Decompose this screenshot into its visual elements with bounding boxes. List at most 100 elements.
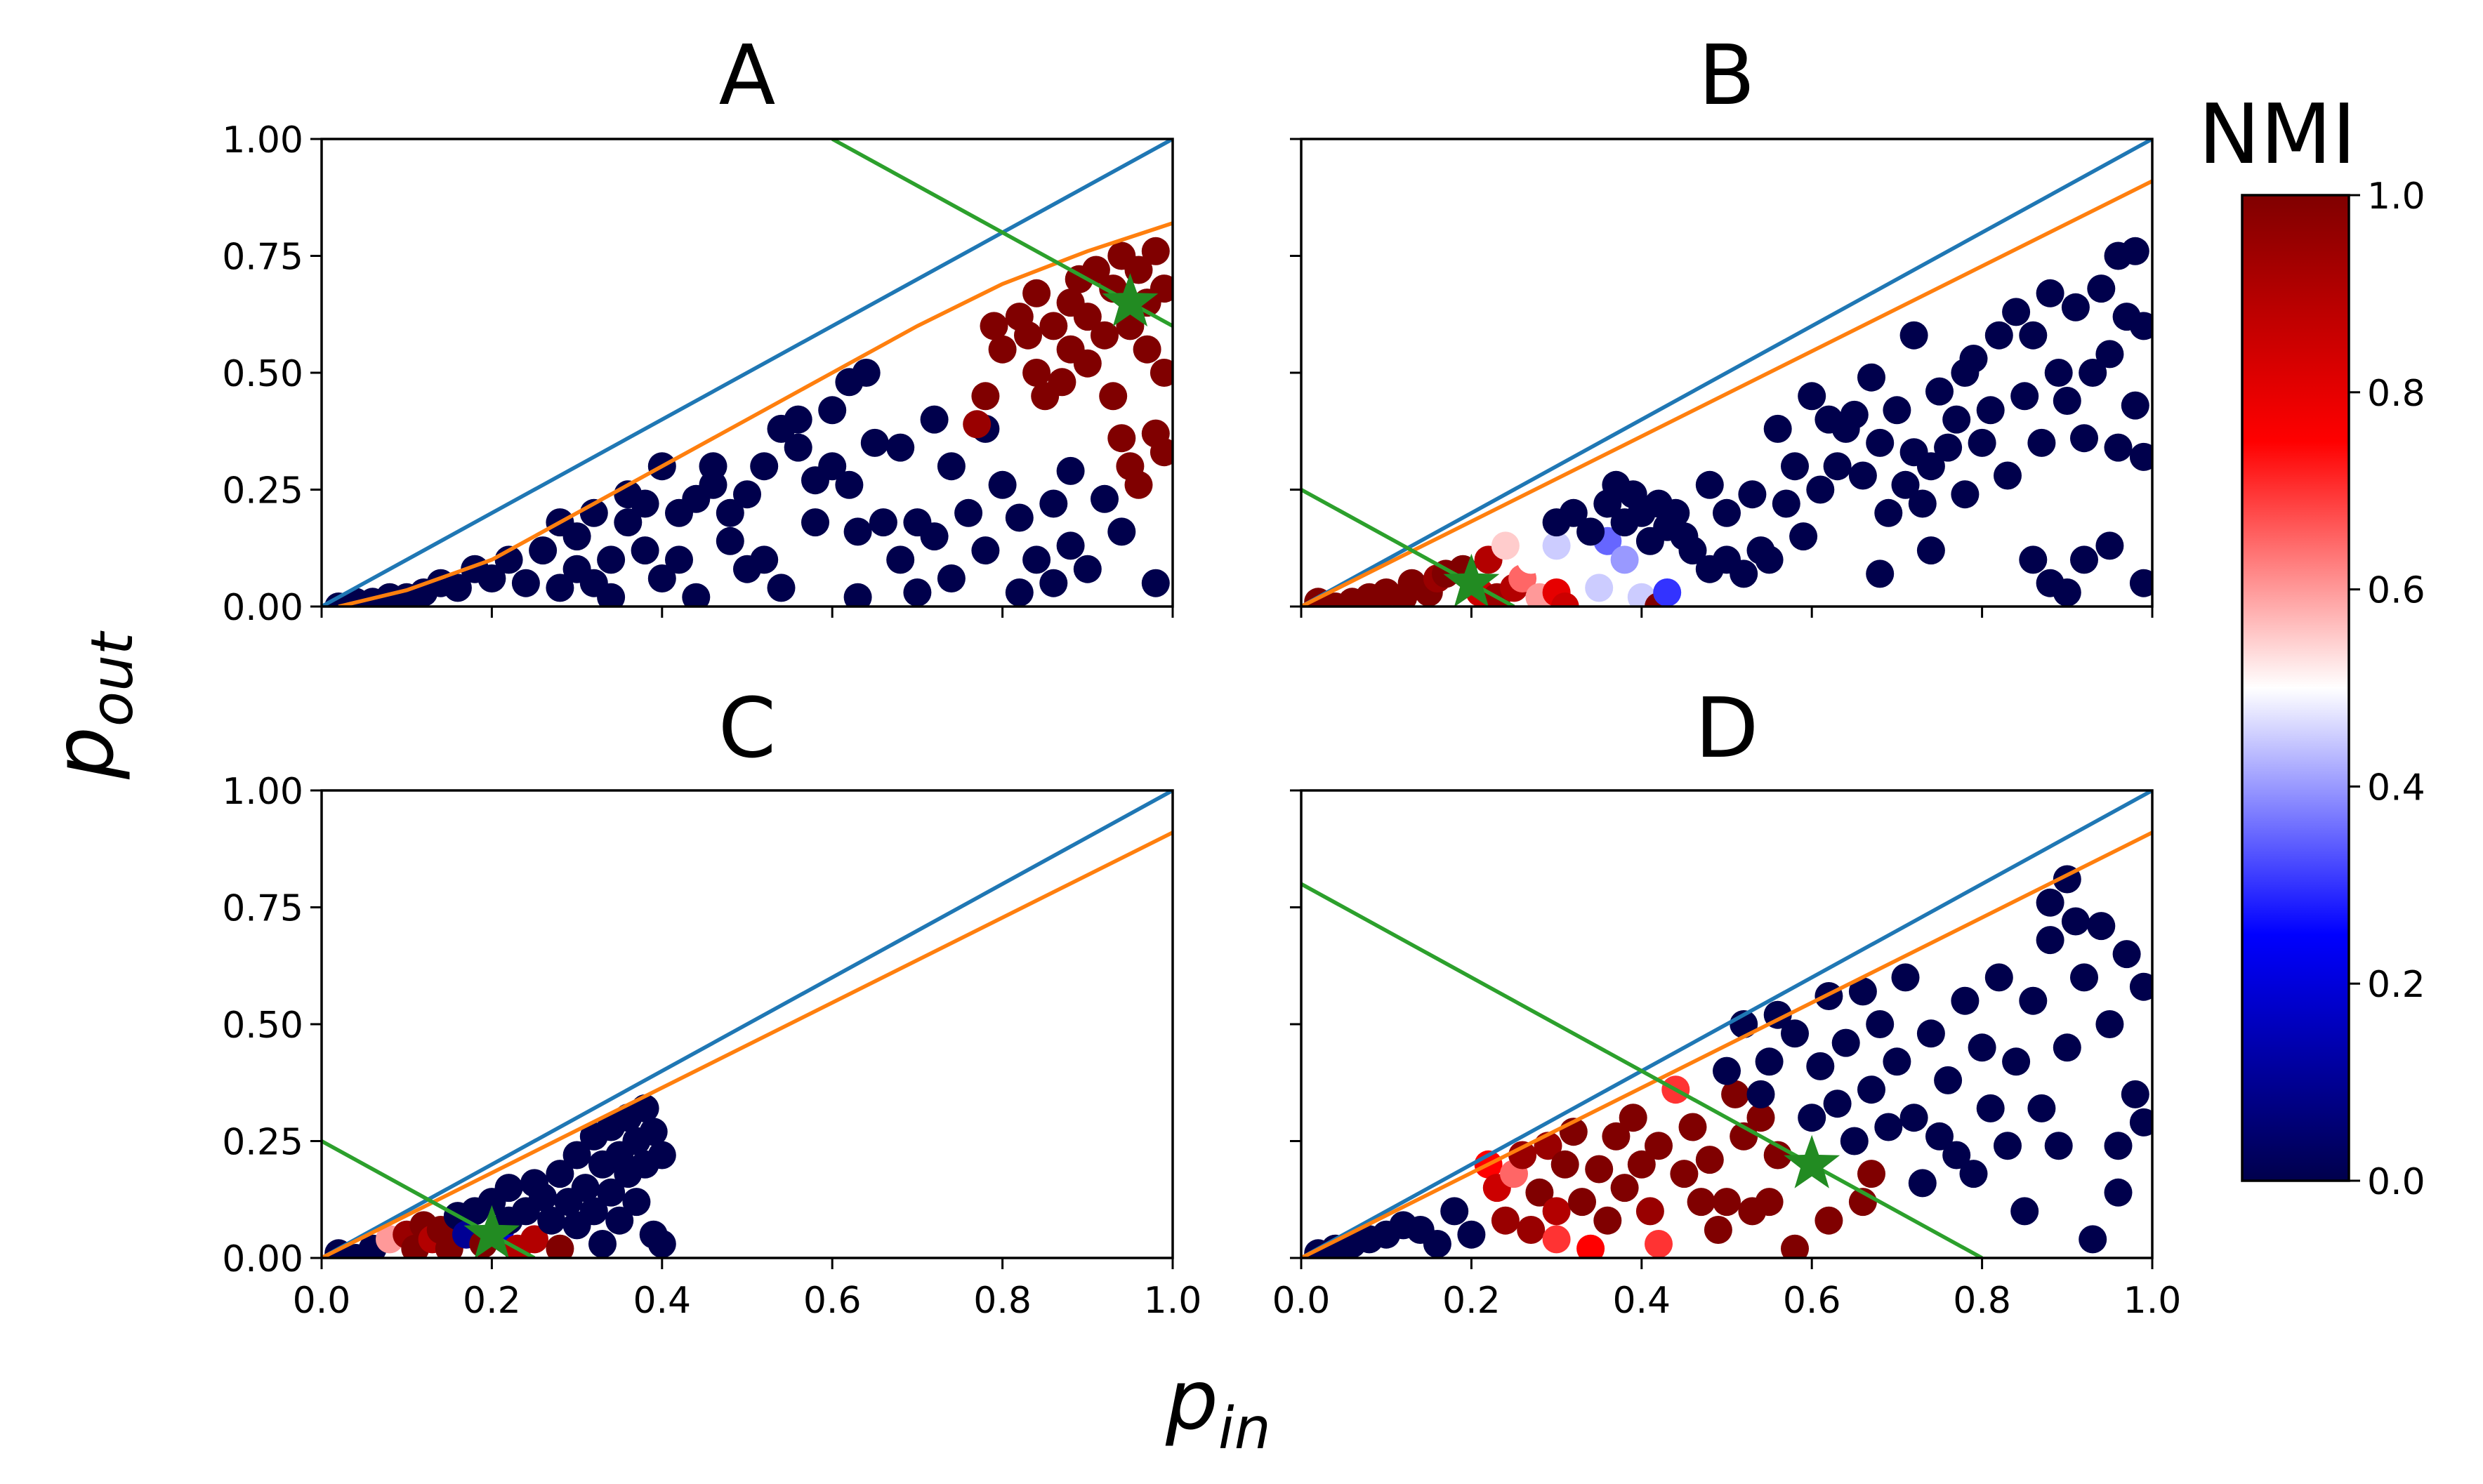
data-point bbox=[1951, 480, 1980, 509]
data-point bbox=[801, 508, 829, 537]
x-axis-label-base: p bbox=[1165, 1351, 1218, 1448]
data-point bbox=[571, 1174, 600, 1203]
x-tick-label: 0.4 bbox=[1612, 1280, 1671, 1322]
panel-d-xticks: 0.0 0.2 0.4 0.6 0.8 1.0 bbox=[1272, 1258, 2181, 1322]
x-tick-label: 0.8 bbox=[973, 1280, 1032, 1322]
data-point bbox=[1022, 359, 1051, 387]
data-point bbox=[1022, 545, 1051, 574]
y-tick-label: 1.00 bbox=[222, 119, 303, 161]
data-point bbox=[1602, 1122, 1631, 1151]
data-point bbox=[631, 489, 659, 518]
data-point bbox=[1721, 1080, 1750, 1108]
colorbar-gradient bbox=[2241, 194, 2350, 1182]
data-point bbox=[1755, 545, 1784, 574]
data-point bbox=[2002, 298, 2031, 326]
data-point bbox=[1704, 1216, 1732, 1244]
data-point bbox=[920, 405, 949, 434]
x-tick-label: 0.8 bbox=[1953, 1280, 2011, 1322]
data-point bbox=[1107, 424, 1136, 453]
x-tick-label: 0.2 bbox=[463, 1280, 521, 1322]
data-point bbox=[2129, 569, 2152, 597]
panel-c-yticks: 0.00 0.25 0.50 0.75 1.00 bbox=[222, 771, 322, 1280]
data-point bbox=[520, 1225, 548, 1254]
data-point bbox=[494, 1174, 523, 1203]
data-point bbox=[1048, 368, 1076, 397]
data-point bbox=[2061, 293, 2090, 322]
panel-b-star-layer bbox=[1443, 553, 1500, 607]
data-point bbox=[2002, 1047, 2031, 1076]
data-point bbox=[1022, 279, 1051, 307]
data-point bbox=[1635, 1197, 1664, 1226]
threshold-line bbox=[1301, 179, 2152, 607]
data-point bbox=[767, 574, 796, 602]
data-point bbox=[546, 1234, 574, 1258]
data-point bbox=[1994, 1132, 2022, 1160]
data-point bbox=[1806, 1052, 1835, 1080]
data-point bbox=[2053, 387, 2081, 415]
diagonal-line bbox=[1301, 139, 2152, 607]
data-point bbox=[1951, 986, 1980, 1015]
data-point bbox=[1806, 475, 1835, 504]
data-point bbox=[1984, 963, 2013, 992]
data-point bbox=[1848, 977, 1877, 1006]
data-point bbox=[2079, 1225, 2107, 1254]
data-point bbox=[1840, 400, 1869, 429]
data-point bbox=[1925, 377, 1954, 406]
constraint-line bbox=[1301, 882, 1983, 1258]
panel-title-c: C bbox=[718, 680, 776, 776]
data-point bbox=[1968, 428, 1996, 457]
data-point bbox=[1610, 545, 1639, 574]
data-point bbox=[1653, 578, 1682, 607]
data-point bbox=[605, 1206, 634, 1235]
data-point bbox=[1687, 1188, 1715, 1217]
data-point bbox=[716, 498, 744, 527]
panel-a-points bbox=[324, 237, 1173, 607]
data-point bbox=[1542, 1225, 1571, 1254]
data-point bbox=[971, 536, 1000, 565]
data-point bbox=[1568, 555, 1596, 583]
data-point bbox=[1014, 321, 1042, 350]
data-point bbox=[818, 396, 847, 425]
data-point bbox=[1619, 1104, 1647, 1132]
data-point bbox=[1039, 312, 1068, 340]
x-tick-label: 0.4 bbox=[633, 1280, 691, 1322]
data-point bbox=[682, 583, 711, 607]
data-point bbox=[699, 452, 727, 481]
data-point bbox=[2019, 321, 2048, 350]
data-point bbox=[843, 583, 872, 607]
panel-d-lines bbox=[1301, 790, 2152, 1258]
data-point bbox=[2104, 1132, 2133, 1160]
data-point bbox=[818, 452, 847, 481]
data-point bbox=[954, 498, 983, 527]
data-point bbox=[1073, 303, 1102, 331]
data-point bbox=[1755, 1188, 1784, 1217]
colorbar: NMI 0.0 0.2 0.4 0.6 0.8 1.0 bbox=[2199, 86, 2425, 1203]
data-point bbox=[1508, 1141, 1537, 1170]
data-point bbox=[1738, 480, 1767, 509]
data-point bbox=[2129, 972, 2152, 1001]
data-point bbox=[1593, 1206, 1622, 1235]
data-point bbox=[886, 433, 915, 462]
data-point bbox=[1517, 545, 1546, 574]
data-point bbox=[1081, 256, 1110, 284]
data-point bbox=[2010, 382, 2039, 411]
data-point bbox=[1798, 382, 1826, 411]
data-point bbox=[1568, 1188, 1596, 1217]
data-point bbox=[2070, 424, 2098, 453]
data-point bbox=[1039, 569, 1068, 597]
panel-d-star-layer bbox=[1784, 1134, 1840, 1188]
data-point bbox=[647, 564, 676, 592]
data-point bbox=[1883, 396, 1911, 425]
y-axis-label: pout bbox=[35, 630, 146, 780]
data-point bbox=[1746, 1104, 1775, 1132]
data-point bbox=[2129, 1108, 2152, 1137]
data-point bbox=[1423, 1230, 1451, 1258]
data-point bbox=[597, 1178, 626, 1207]
data-point bbox=[1491, 531, 1520, 560]
data-point bbox=[852, 359, 881, 387]
data-point bbox=[980, 312, 1008, 340]
data-point bbox=[1781, 1234, 1809, 1258]
data-point bbox=[1150, 359, 1173, 387]
data-point bbox=[1883, 1047, 1911, 1076]
data-point bbox=[2044, 359, 2073, 387]
